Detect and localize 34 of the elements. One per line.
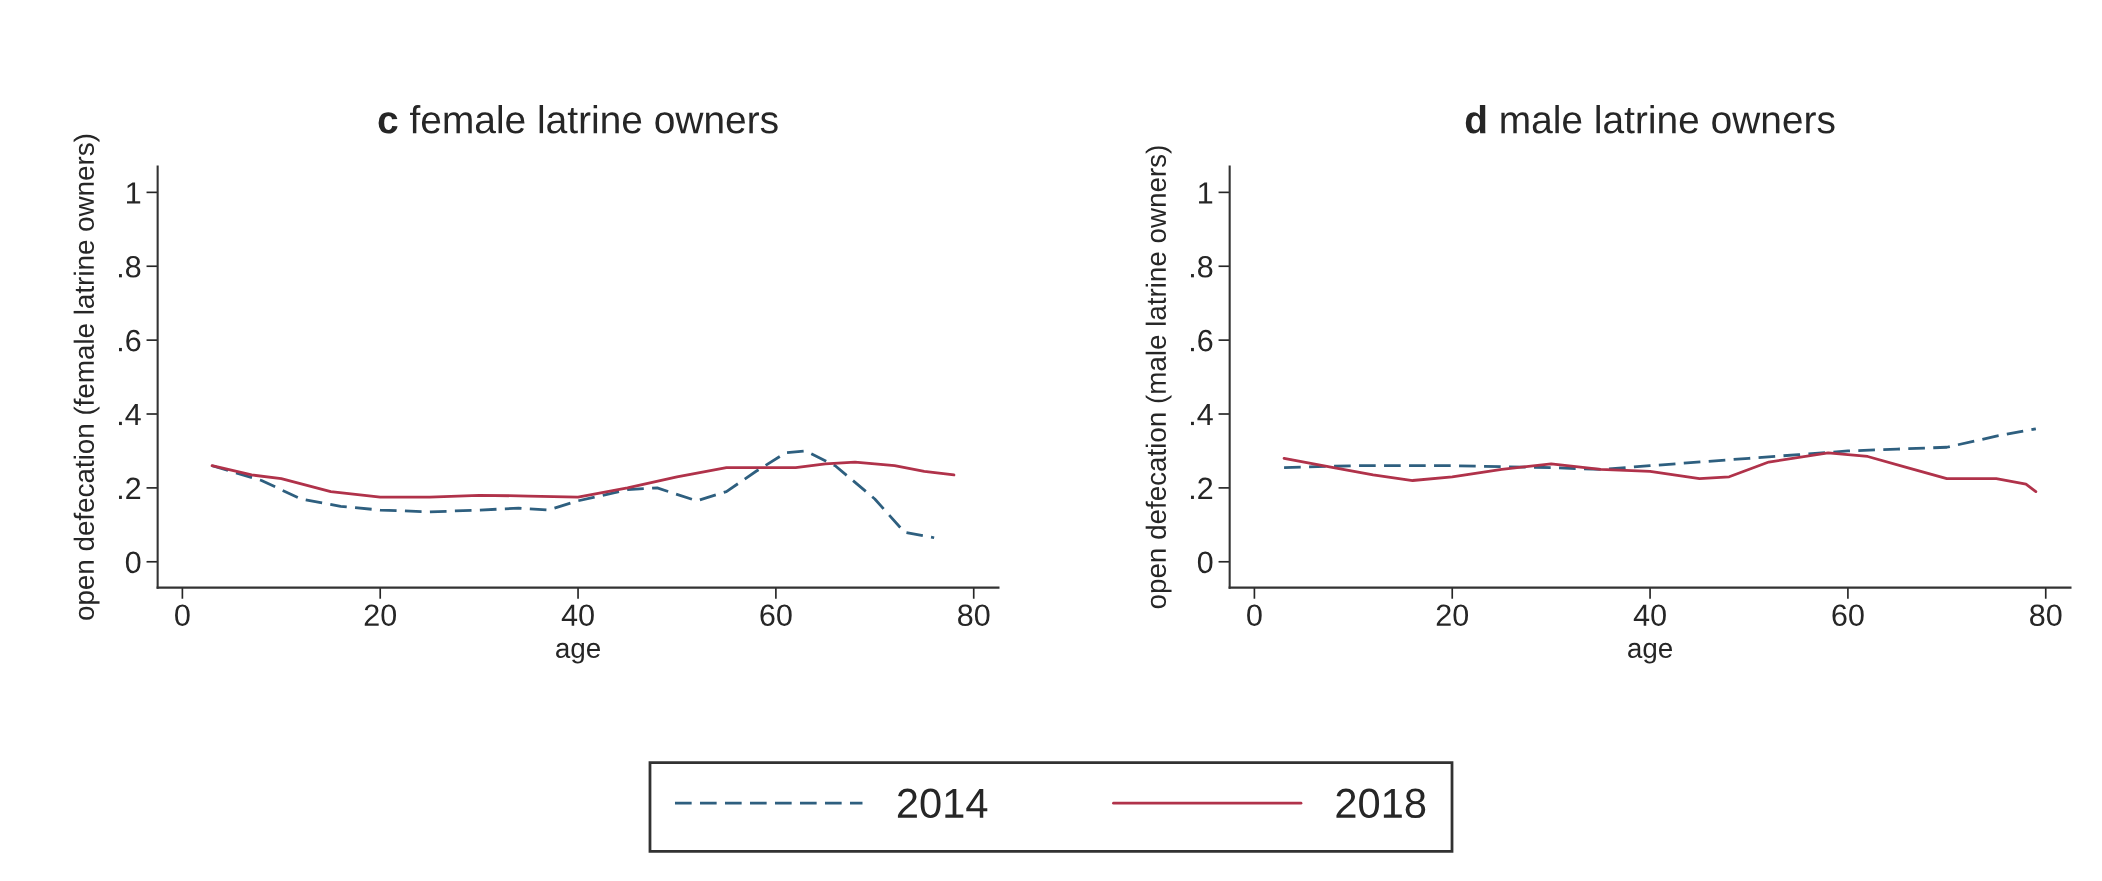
x-axis-title: age: [556, 642, 600, 664]
y-tick-label: .6: [118, 329, 141, 352]
x-tick-label: 80: [958, 604, 990, 627]
chart-title: c female latrine owners: [378, 104, 778, 134]
line-series: [210, 460, 956, 499]
chart-title: d male latrine owners: [1465, 104, 1835, 134]
y-axis-title: open defecation (female latrine owners): [73, 134, 100, 620]
line-series: [1282, 427, 2038, 471]
y-tick-label: 0: [125, 551, 141, 574]
legend-label: 2018: [1336, 788, 1426, 819]
x-tick-label: 0: [1247, 604, 1262, 627]
y-tick-label: 0: [1197, 551, 1213, 574]
x-tick-label: 60: [1832, 604, 1864, 627]
x-tick-label: 60: [760, 604, 792, 627]
y-tick-label: 1: [1199, 182, 1213, 204]
y-tick-label: .4: [1191, 404, 1213, 426]
x-tick-label: 20: [364, 604, 397, 627]
y-tick-label: 1: [127, 182, 141, 204]
x-tick-label: 40: [561, 604, 594, 627]
x-tick-label: 40: [1633, 604, 1666, 627]
x-tick-label: 80: [2030, 604, 2062, 627]
y-tick-label: .6: [1191, 329, 1213, 352]
line-series: [1282, 451, 2038, 493]
y-tick-label: .8: [1191, 255, 1213, 278]
y-tick-label: .2: [1191, 477, 1213, 499]
y-axis-title: open defecation (male latrine owners): [1145, 146, 1172, 609]
x-axis-title: age: [1628, 642, 1673, 664]
y-tick-label: .8: [118, 255, 141, 278]
legend-label: 2014: [897, 788, 988, 819]
y-tick-label: .2: [118, 477, 141, 499]
y-tick-label: .4: [118, 404, 141, 426]
x-tick-label: 20: [1436, 604, 1469, 627]
x-tick-label: 0: [175, 604, 190, 627]
line-series: [210, 449, 936, 540]
